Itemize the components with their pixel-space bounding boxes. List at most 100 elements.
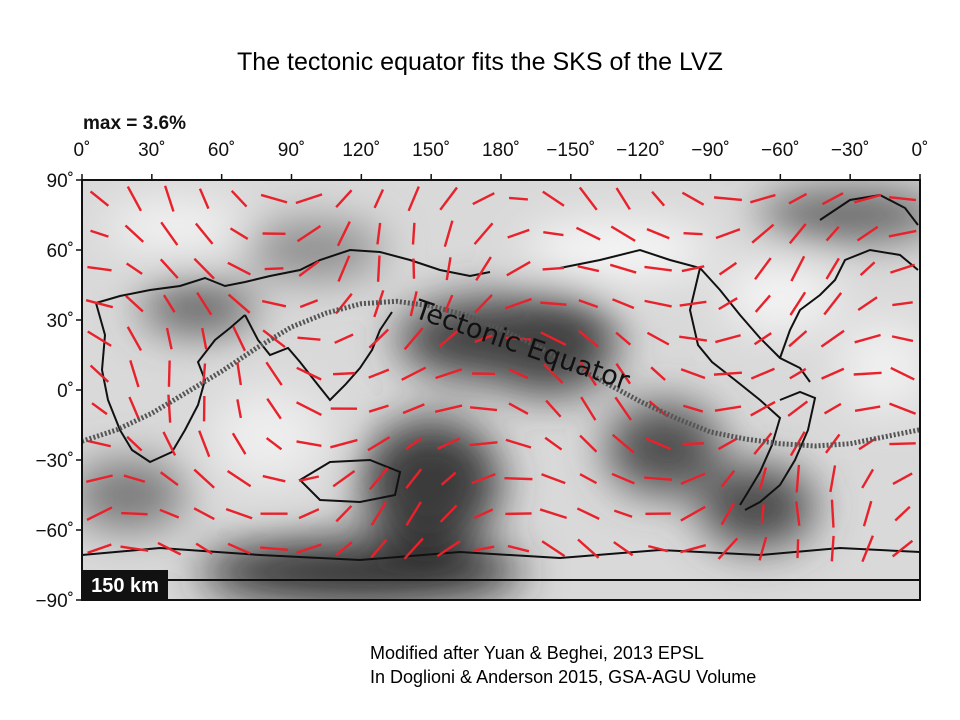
latitude-tick-label: 90˚ xyxy=(47,171,74,192)
anisotropy-bar xyxy=(578,186,598,211)
anisotropy-bar xyxy=(162,294,176,313)
anisotropy-bar xyxy=(796,539,800,559)
anisotropy-bar xyxy=(753,332,772,346)
caption-line-2: In Doglioni & Anderson 2015, GSA-AGU Vol… xyxy=(370,667,757,687)
anisotropy-bar xyxy=(89,190,110,207)
anisotropy-bar xyxy=(609,263,637,274)
anisotropy-bar xyxy=(679,335,708,342)
anisotropy-bar xyxy=(330,438,358,449)
anisotropy-bar xyxy=(193,507,215,521)
anisotropy-bar xyxy=(829,465,837,493)
anisotropy-bar xyxy=(825,257,840,280)
anisotropy-bar xyxy=(508,402,529,415)
anisotropy-bar xyxy=(227,261,251,276)
anisotropy-bar xyxy=(750,367,775,380)
anisotropy-bar xyxy=(129,359,140,388)
anisotropy-bar xyxy=(577,329,599,348)
anisotropy-bar xyxy=(713,196,742,202)
anisotropy-bar xyxy=(862,500,873,527)
anisotropy-bar xyxy=(646,228,670,240)
anisotropy-bar xyxy=(612,298,635,310)
max-label: max = 3.6% xyxy=(83,113,186,134)
anisotropy-bar xyxy=(405,468,423,489)
anisotropy-bar xyxy=(296,440,322,448)
anisotropy-bar xyxy=(682,404,704,413)
anisotropy-bar xyxy=(504,297,533,310)
anisotropy-bar xyxy=(540,331,567,346)
anisotropy-bar xyxy=(412,258,416,279)
anisotropy-bar xyxy=(167,360,171,387)
anisotropy-bar xyxy=(644,299,672,308)
anisotropy-bar xyxy=(160,221,179,246)
anisotropy-bar xyxy=(336,221,351,247)
longitude-tick-label: 60˚ xyxy=(208,140,235,161)
anisotropy-bar xyxy=(830,535,835,562)
anisotropy-bar xyxy=(262,474,286,483)
anisotropy-bar xyxy=(644,476,673,481)
anisotropy-bar xyxy=(236,399,243,419)
anisotropy-bar xyxy=(681,265,705,273)
anisotropy-bar xyxy=(650,366,666,381)
anisotropy-bars xyxy=(85,185,917,563)
anisotropy-bar xyxy=(157,541,182,556)
anisotropy-bar xyxy=(825,225,840,242)
anisotropy-bar xyxy=(644,265,672,272)
anisotropy-bar xyxy=(788,192,808,205)
anisotropy-bar xyxy=(578,299,599,309)
anisotropy-bar xyxy=(713,371,743,376)
anisotropy-bar xyxy=(407,186,420,212)
latitude-tick-label: −90˚ xyxy=(35,591,74,612)
anisotropy-bar xyxy=(438,329,459,348)
anisotropy-bar xyxy=(367,436,391,452)
anisotropy-bar xyxy=(889,402,917,415)
anisotropy-bar xyxy=(260,193,288,204)
anisotropy-bar xyxy=(120,545,149,552)
anisotropy-bar xyxy=(856,225,879,242)
anisotropy-bar xyxy=(167,394,172,423)
anisotropy-bar xyxy=(789,291,807,316)
anisotropy-bar xyxy=(265,437,283,451)
anisotropy-bar xyxy=(646,331,670,346)
anisotropy-bar xyxy=(159,508,180,519)
anisotropy-bar xyxy=(435,368,463,380)
anisotropy-bar xyxy=(125,294,144,313)
anisotropy-bar xyxy=(545,399,562,418)
anisotropy-bar xyxy=(651,190,666,207)
anisotropy-bar xyxy=(401,366,427,381)
anisotropy-bar xyxy=(889,196,917,202)
anisotropy-bar xyxy=(760,504,765,524)
anisotropy-bar xyxy=(86,506,113,521)
anisotropy-bar xyxy=(445,257,452,281)
anisotropy-bar xyxy=(715,228,741,240)
anisotropy-bar xyxy=(504,477,533,481)
anisotropy-bar xyxy=(789,367,807,380)
anisotropy-bar xyxy=(854,405,881,412)
anisotropy-bar xyxy=(159,258,179,279)
anisotropy-bar xyxy=(123,474,146,483)
anisotropy-bar xyxy=(751,223,775,244)
anisotropy-bar xyxy=(613,509,633,518)
anisotropy-bar xyxy=(858,437,877,451)
longitude-tick-label: −90˚ xyxy=(691,140,730,161)
anisotropy-bar xyxy=(162,431,177,456)
anisotropy-bar xyxy=(714,405,742,412)
anisotropy-bar xyxy=(857,296,878,312)
anisotropy-bar xyxy=(474,294,493,314)
anisotropy-bar xyxy=(718,261,738,276)
anisotropy-bar xyxy=(337,255,351,282)
longitude-tick-label: 150˚ xyxy=(412,140,450,161)
anisotropy-bar xyxy=(789,431,806,457)
anisotropy-bar xyxy=(854,333,881,344)
anisotropy-bar xyxy=(440,471,457,486)
anisotropy-bar xyxy=(824,433,841,454)
anisotropy-bar xyxy=(891,539,914,558)
anisotropy-bar xyxy=(126,435,143,452)
anisotropy-bar xyxy=(266,397,282,420)
depth-label: 150 km xyxy=(91,575,159,597)
anisotropy-bar xyxy=(403,537,424,560)
latitude-tick-label: 30˚ xyxy=(47,311,74,332)
anisotropy-bar xyxy=(508,196,528,201)
anisotropy-bar xyxy=(541,473,566,485)
anisotropy-bar xyxy=(542,190,565,207)
anisotropy-bar xyxy=(611,472,635,485)
